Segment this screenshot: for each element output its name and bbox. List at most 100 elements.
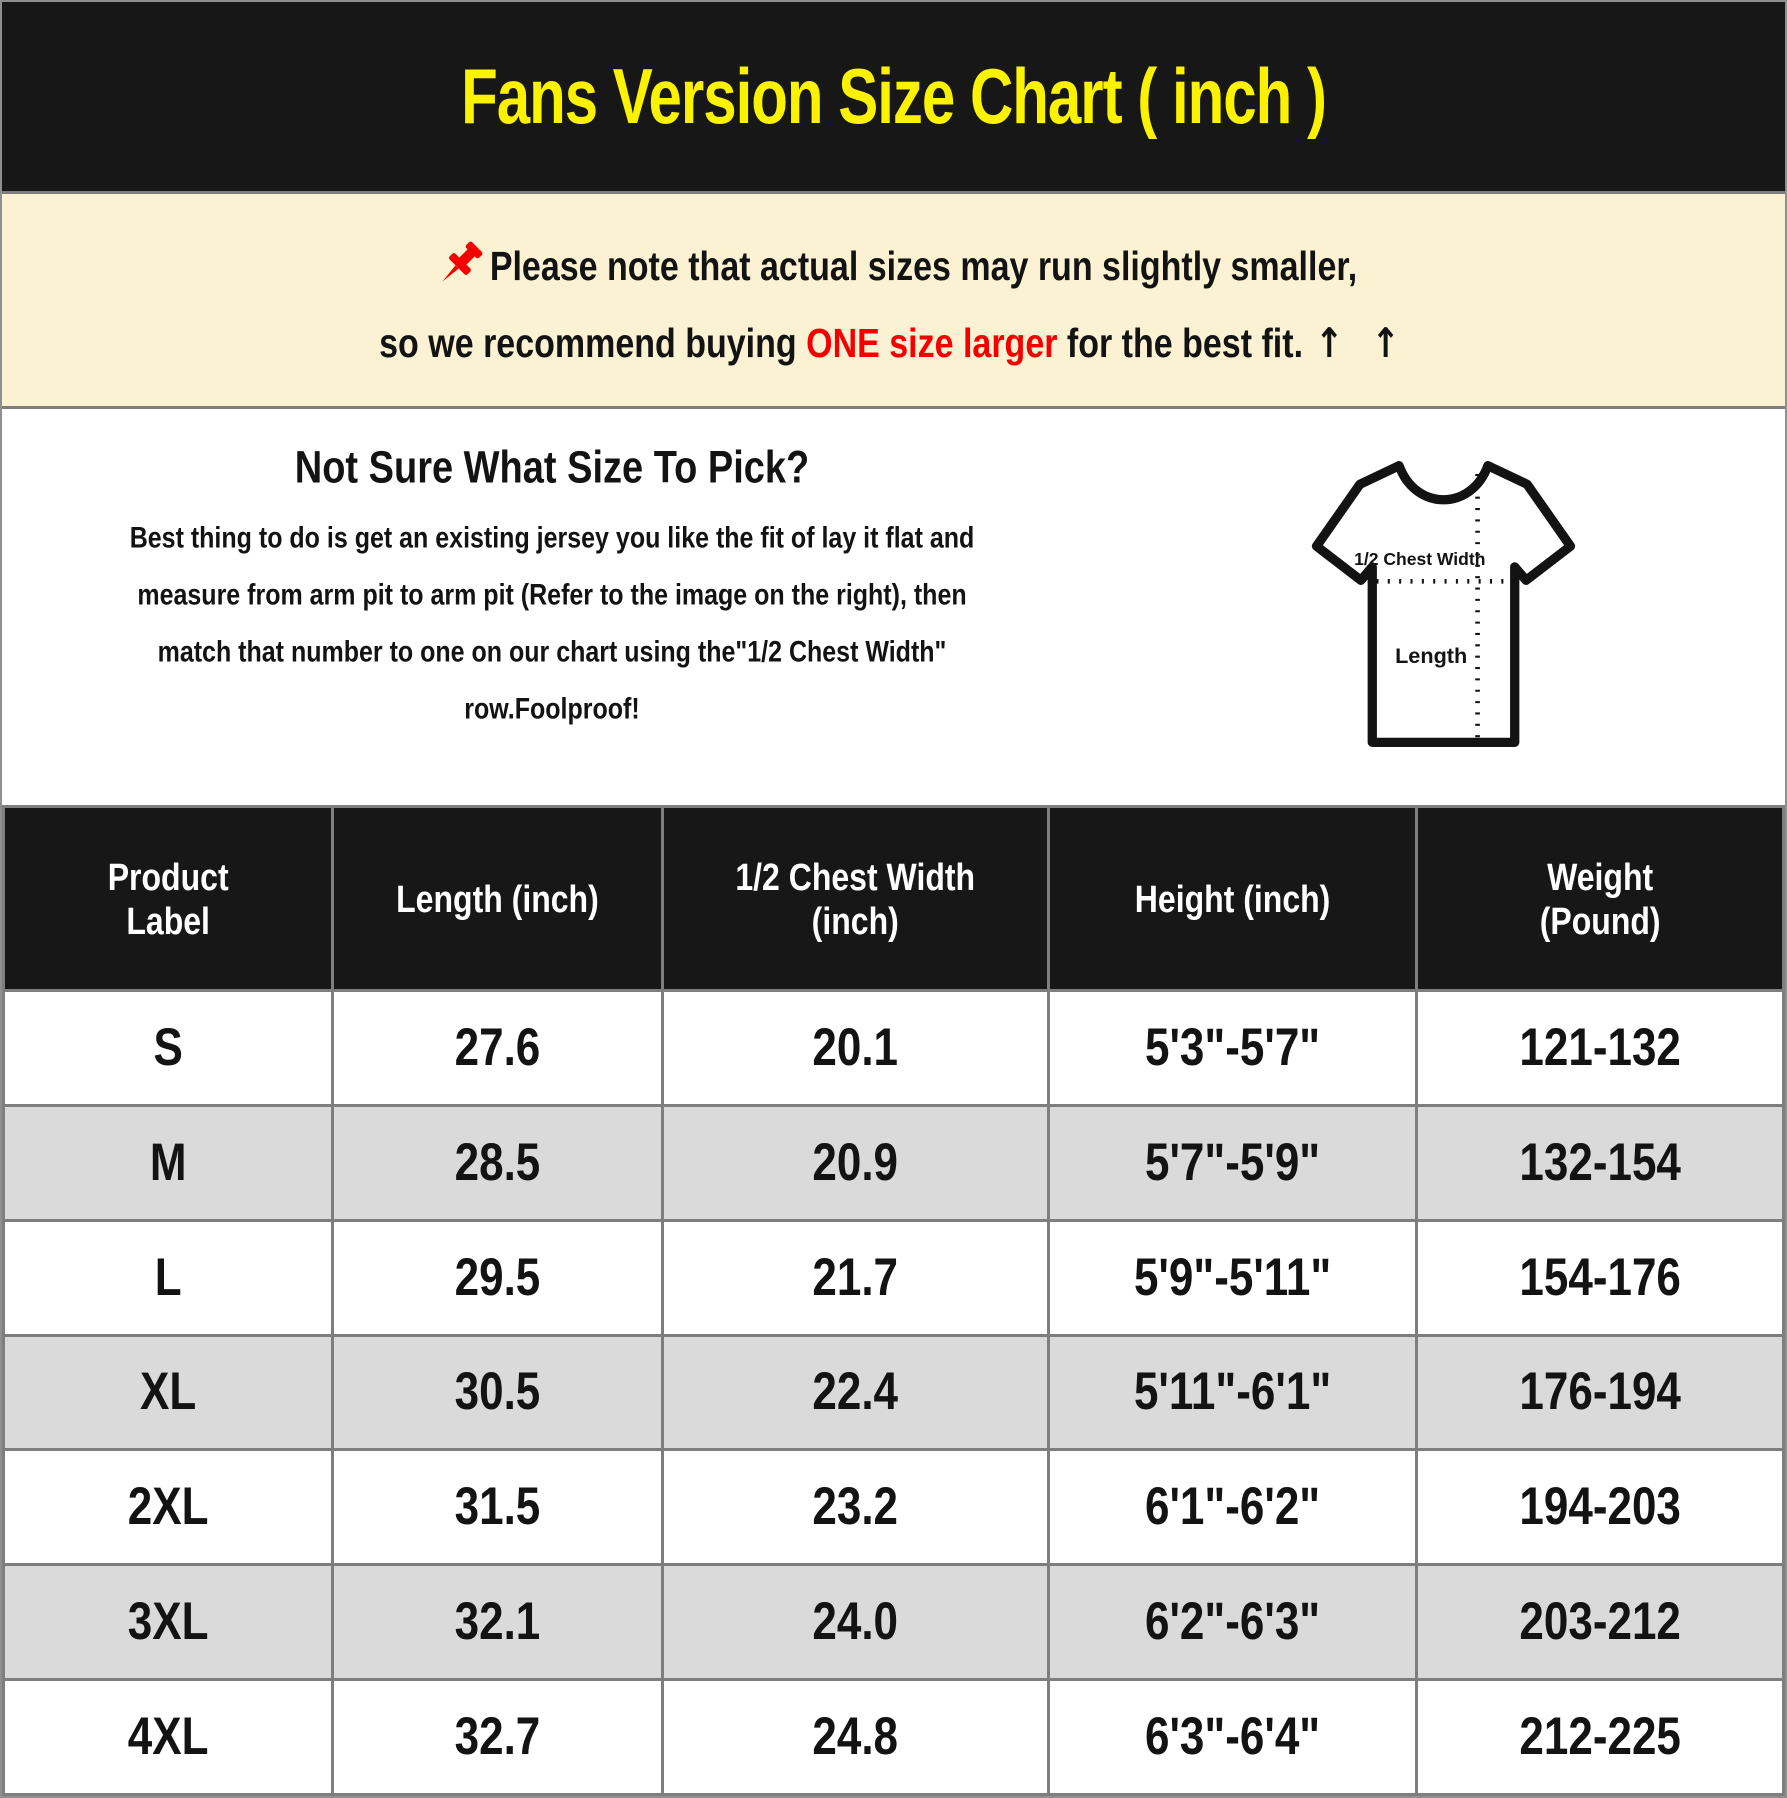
table-row: S 27.6 20.1 5'3"-5'7" 121-132 <box>2 989 1785 1107</box>
note-text-1: Please note that actual sizes may run sl… <box>489 244 1358 290</box>
cell-text: 20.1 <box>812 1017 899 1077</box>
cell-height: 6'2"-6'3" <box>1046 1563 1419 1682</box>
col-header-length: Length (inch) <box>331 805 664 992</box>
col-header-weight: Weight (Pound) <box>1415 805 1785 992</box>
cell-length: 30.5 <box>331 1333 664 1452</box>
row-label: 4XL <box>2 1678 335 1796</box>
row-label: S <box>2 989 335 1107</box>
cell-text: XL <box>140 1362 197 1422</box>
cell-text: 2XL <box>127 1477 209 1537</box>
cell-text: 203-212 <box>1519 1592 1681 1651</box>
cell-chest: 20.9 <box>660 1103 1050 1222</box>
table-header-row: Product Label Length (inch) 1/2 Chest Wi… <box>2 805 1785 992</box>
cell-text: 27.6 <box>454 1017 541 1077</box>
cell-text: 212-225 <box>1519 1707 1681 1766</box>
cell-text: 22.4 <box>812 1362 899 1422</box>
note-text-2-suffix: for the best fit. <box>1057 321 1304 367</box>
cell-length: 32.1 <box>331 1563 664 1682</box>
cell-weight: 212-225 <box>1415 1678 1785 1796</box>
cell-text: 23.2 <box>812 1477 899 1537</box>
cell-weight: 203-212 <box>1415 1563 1785 1682</box>
cell-text: 3XL <box>127 1592 209 1651</box>
note-line-1: Please note that actual sizes may run sl… <box>430 236 1357 294</box>
cell-text: 29.5 <box>454 1247 541 1307</box>
cell-text: 176-194 <box>1519 1362 1681 1422</box>
tshirt-icon: 1/2 Chest Width Length <box>1311 461 1576 747</box>
cell-height: 5'7"-5'9" <box>1046 1103 1419 1222</box>
cell-text: 121-132 <box>1519 1017 1681 1077</box>
howto-heading-text: Not Sure What Size To Pick? <box>294 442 810 494</box>
row-label: L <box>2 1218 335 1337</box>
note-text-2: so we recommend buying ONE size larger f… <box>379 320 1408 368</box>
howto-body-line-text: measure from arm pit to arm pit (Refer t… <box>137 578 967 612</box>
cell-height: 6'3"-6'4" <box>1046 1678 1419 1796</box>
row-label: XL <box>2 1333 335 1452</box>
cell-text: 31.5 <box>454 1477 541 1537</box>
note-line-2: so we recommend buying ONE size larger f… <box>379 320 1408 368</box>
table-row: M 28.5 20.9 5'7"-5'9" 132-154 <box>2 1103 1785 1222</box>
col-header-height: Height (inch) <box>1046 805 1419 992</box>
header-line: (inch) <box>811 898 899 943</box>
col-header-product-label: Product Label <box>2 805 335 992</box>
size-table-section: Product Label Length (inch) 1/2 Chest Wi… <box>2 805 1785 1796</box>
table-row: 3XL 32.1 24.0 6'2"-6'3" 203-212 <box>2 1563 1785 1682</box>
cell-text: L <box>154 1247 182 1307</box>
howto-body-line: Best thing to do is get an existing jers… <box>2 510 1102 567</box>
cell-length: 31.5 <box>331 1448 664 1567</box>
howto-heading: Not Sure What Size To Pick? <box>2 443 1102 493</box>
cell-height: 5'9"-5'11" <box>1046 1218 1419 1337</box>
cell-text: S <box>153 1017 183 1077</box>
howto-body-line: match that number to one on our chart us… <box>2 624 1102 681</box>
length-label: Length <box>1395 643 1467 668</box>
cell-text: 154-176 <box>1519 1247 1681 1307</box>
cell-chest: 23.2 <box>660 1448 1050 1567</box>
howto-body-line: row.Foolproof! <box>2 681 1102 738</box>
cell-text: 6'2"-6'3" <box>1144 1592 1321 1651</box>
one-size-larger-highlight: ONE size larger <box>806 321 1058 367</box>
cell-length: 32.7 <box>331 1678 664 1796</box>
cell-height: 6'1"-6'2" <box>1046 1448 1419 1567</box>
banner: Fans Version Size Chart ( inch ) <box>2 2 1785 194</box>
header-line: (Pound) <box>1539 898 1661 943</box>
cell-text: 21.7 <box>812 1247 899 1307</box>
cell-text: 5'3"-5'7" <box>1144 1017 1321 1077</box>
cell-chest: 20.1 <box>660 989 1050 1107</box>
cell-weight: 132-154 <box>1415 1103 1785 1222</box>
cell-length: 29.5 <box>331 1218 664 1337</box>
header-line: Label <box>126 898 210 943</box>
cell-chest: 22.4 <box>660 1333 1050 1452</box>
header-line: 1/2 Chest Width <box>735 854 976 899</box>
header-line: Height (inch) <box>1134 876 1331 921</box>
cell-text: 132-154 <box>1519 1132 1681 1192</box>
cell-text: 24.8 <box>812 1707 899 1766</box>
cell-length: 28.5 <box>331 1103 664 1222</box>
page-title: Fans Version Size Chart ( inch ) <box>461 52 1327 141</box>
cell-text: 4XL <box>127 1707 209 1766</box>
table-row: 4XL 32.7 24.8 6'3"-6'4" 212-225 <box>2 1678 1785 1796</box>
howto-text-block: Not Sure What Size To Pick? Best thing t… <box>2 409 1102 805</box>
row-label: 3XL <box>2 1563 335 1682</box>
cell-text: 20.9 <box>812 1132 899 1192</box>
cell-chest: 21.7 <box>660 1218 1050 1337</box>
howto-body-line-text: row.Foolproof! <box>464 692 640 726</box>
cell-text: 32.7 <box>454 1707 541 1766</box>
up-arrows-icon: ↑ ↑ <box>1315 320 1408 368</box>
col-header-chest-width: 1/2 Chest Width (inch) <box>660 805 1050 992</box>
note-section: Please note that actual sizes may run sl… <box>2 194 1785 409</box>
cell-text: 5'9"-5'11" <box>1133 1247 1332 1307</box>
cell-text: 6'1"-6'2" <box>1144 1477 1321 1537</box>
cell-text: 6'3"-6'4" <box>1144 1707 1321 1766</box>
row-label: M <box>2 1103 335 1222</box>
cell-height: 5'11"-6'1" <box>1046 1333 1419 1452</box>
cell-text: 32.1 <box>454 1592 541 1651</box>
cell-text: 28.5 <box>454 1132 541 1192</box>
cell-weight: 176-194 <box>1415 1333 1785 1452</box>
cell-text: 30.5 <box>454 1362 541 1422</box>
cell-height: 5'3"-5'7" <box>1046 989 1419 1107</box>
table-row: 2XL 31.5 23.2 6'1"-6'2" 194-203 <box>2 1448 1785 1567</box>
cell-length: 27.6 <box>331 989 664 1107</box>
chest-width-label: 1/2 Chest Width <box>1354 549 1485 569</box>
table-row: XL 30.5 22.4 5'11"-6'1" 176-194 <box>2 1333 1785 1452</box>
cell-chest: 24.0 <box>660 1563 1050 1682</box>
